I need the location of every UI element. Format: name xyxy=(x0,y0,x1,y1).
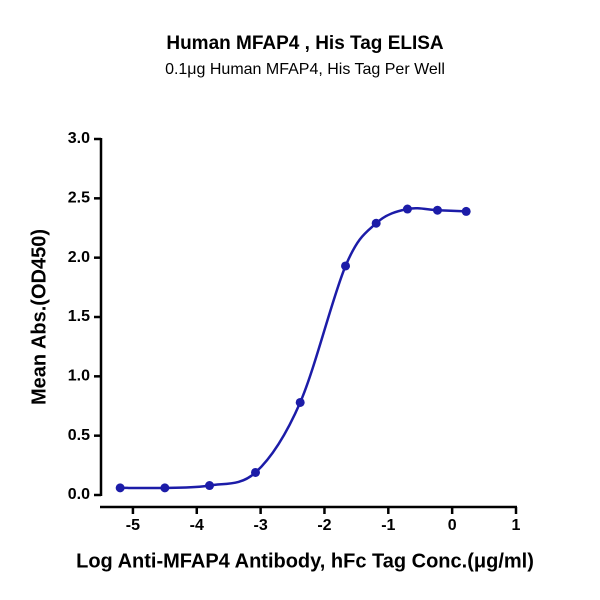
data-point xyxy=(115,483,125,493)
x-axis-label: Log Anti-MFAP4 Antibody, hFc Tag Conc.(μ… xyxy=(76,550,534,572)
x-tick-label: -1 xyxy=(381,517,395,534)
data-point xyxy=(205,481,215,491)
data-point xyxy=(295,397,305,407)
data-point xyxy=(251,467,261,477)
y-tick-label: 2.0 xyxy=(68,249,90,266)
chart-subtitle: 0.1μg Human MFAP4, His Tag Per Well xyxy=(165,61,445,78)
y-tick-label: 1.0 xyxy=(68,368,90,385)
data-point xyxy=(160,483,170,493)
x-tick-label: 0 xyxy=(448,517,457,534)
x-tick-label: 1 xyxy=(512,517,521,534)
y-tick-label: 1.5 xyxy=(68,308,90,325)
x-tick-label: -3 xyxy=(253,517,267,534)
y-axis-label: Mean Abs.(OD450) xyxy=(28,229,50,405)
x-tick-label: -2 xyxy=(317,517,331,534)
y-tick-label: 0.5 xyxy=(68,427,90,444)
data-point xyxy=(461,206,471,216)
x-tick-label: -5 xyxy=(126,517,140,534)
fit-curve xyxy=(120,206,467,490)
y-tick-label: 0.0 xyxy=(68,486,90,503)
x-tick-label: -4 xyxy=(190,517,204,534)
chart-title: Human MFAP4 , His Tag ELISA xyxy=(166,33,444,54)
data-point xyxy=(371,218,381,228)
data-point xyxy=(402,204,412,214)
y-tick-label: 3.0 xyxy=(68,130,90,147)
data-point xyxy=(341,261,351,271)
data-point xyxy=(432,205,442,215)
y-tick-label: 2.5 xyxy=(68,190,90,207)
